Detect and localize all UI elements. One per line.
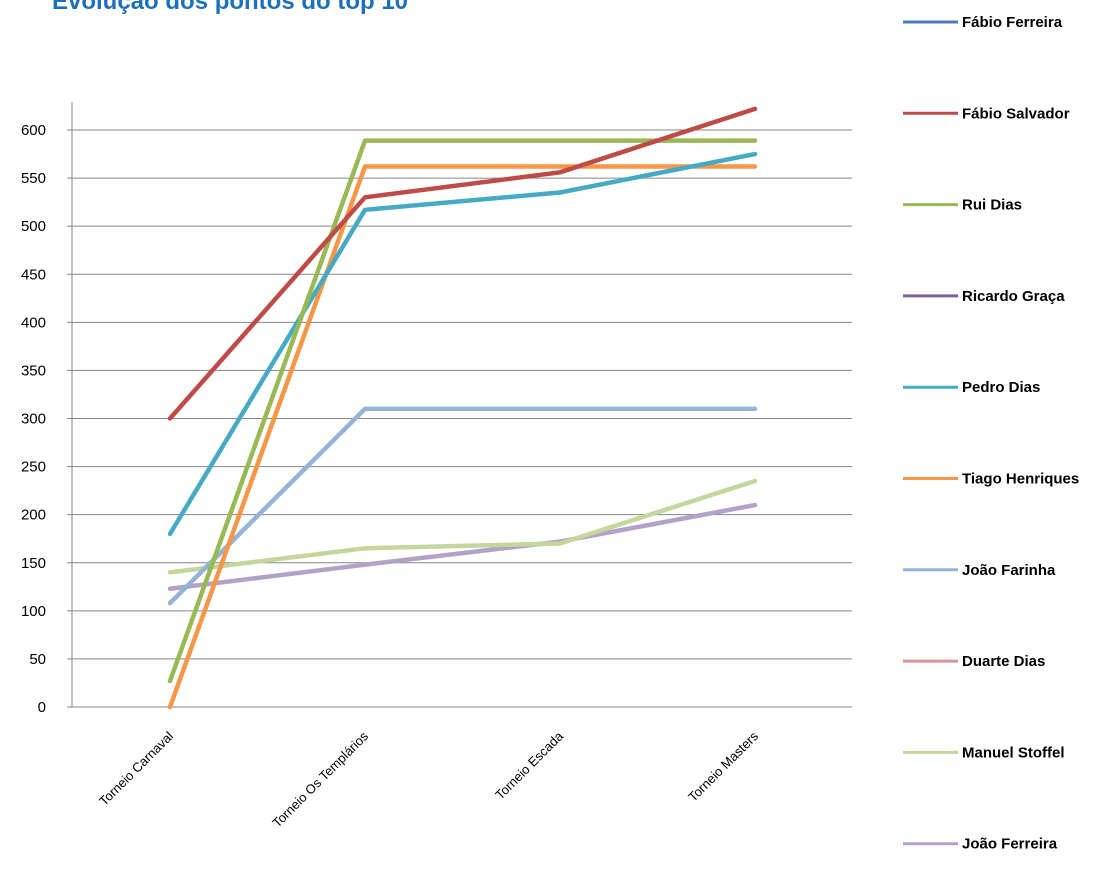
legend-label: Pedro Dias	[962, 379, 1040, 396]
y-tick-label: 450	[21, 266, 46, 283]
series-line-f-bio-salvador	[167, 106, 758, 421]
legend-label: João Farinha	[962, 562, 1056, 579]
legend-label: João Ferreira	[962, 836, 1058, 853]
x-category-label: Torneio Carnaval	[96, 728, 176, 808]
legend-label: Ricardo Graça	[962, 288, 1065, 305]
y-tick-label: 150	[21, 555, 46, 572]
legend-label: Duarte Dias	[962, 653, 1045, 670]
series-line-jo-o-farinha	[167, 406, 758, 606]
legend-label: Fábio Salvador	[962, 105, 1070, 122]
series-line-tiago-henriques	[167, 164, 758, 710]
series-line-pedro-dias	[167, 151, 758, 537]
y-tick-label: 50	[29, 651, 46, 668]
y-tick-label: 0	[38, 699, 46, 716]
y-tick-label: 100	[21, 603, 46, 620]
series-line-manuel-stoffel	[167, 478, 758, 575]
x-category-label: Torneio Masters	[685, 728, 761, 804]
gridlines	[72, 129, 852, 660]
y-tick-label: 550	[21, 170, 46, 187]
x-category-label: Torneio Escada	[492, 728, 567, 803]
y-tick-label: 250	[21, 459, 46, 476]
y-tick-label: 600	[21, 122, 46, 139]
y-tick-label: 500	[21, 218, 46, 235]
series-line-jo-o-ferreira	[167, 502, 758, 591]
legend-label: Fábio Ferreira	[962, 14, 1063, 31]
y-tick-label: 400	[21, 314, 46, 331]
y-tick-label: 300	[21, 411, 46, 428]
chart-title: Evolução dos pontos do top 10	[52, 0, 409, 15]
legend: Fábio Ferreira Fábio Salvador Rui Dias Rica…	[903, 14, 1079, 853]
y-tick-label: 350	[21, 362, 46, 379]
legend-label: Tiago Henriques	[962, 471, 1079, 488]
legend-label: Manuel Stoffel	[962, 744, 1065, 761]
y-tick-label: 200	[21, 507, 46, 524]
x-category-label: Torneio Os Templários	[269, 728, 371, 830]
series-lines	[167, 106, 758, 710]
legend-label: Rui Dias	[962, 197, 1022, 214]
